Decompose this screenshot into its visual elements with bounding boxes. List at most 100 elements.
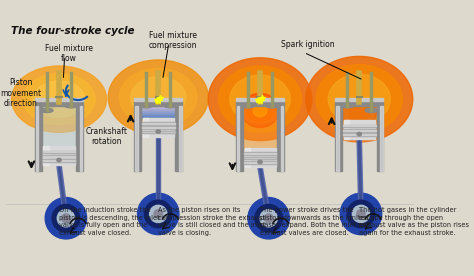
Ellipse shape	[328, 74, 390, 124]
Ellipse shape	[23, 74, 95, 124]
Bar	[277, 106, 284, 171]
Ellipse shape	[241, 93, 279, 128]
Text: Fuel mixture
compression: Fuel mixture compression	[149, 31, 198, 50]
Bar	[35, 98, 83, 101]
Text: On the induction stroke the
piston is descending, the inlet
valve is fully open : On the induction stroke the piston is de…	[59, 207, 160, 235]
Bar	[245, 148, 275, 167]
Bar	[43, 155, 75, 157]
Bar	[43, 159, 75, 162]
Bar	[142, 122, 174, 125]
Bar	[141, 112, 175, 114]
Ellipse shape	[253, 104, 267, 116]
Bar	[343, 129, 375, 132]
Text: Piston
movement
direction: Piston movement direction	[0, 78, 42, 108]
Bar	[134, 98, 182, 101]
Bar	[342, 106, 376, 171]
Text: Crankshaft
rotation: Crankshaft rotation	[85, 127, 128, 146]
Text: The hot gases in the cylinder
escape through the open
exhaust valve as the pisto: The hot gases in the cylinder escape thr…	[359, 207, 469, 235]
Ellipse shape	[357, 132, 361, 136]
Ellipse shape	[65, 104, 77, 108]
Bar	[245, 148, 250, 167]
Bar	[141, 106, 175, 171]
Text: The four-stroke cycle: The four-stroke cycle	[11, 26, 134, 36]
Bar	[43, 150, 75, 153]
Bar	[143, 118, 174, 137]
Ellipse shape	[219, 66, 301, 132]
FancyArrow shape	[57, 165, 67, 211]
Bar	[281, 106, 283, 171]
Bar	[43, 151, 75, 152]
Bar	[344, 120, 349, 139]
Circle shape	[150, 205, 167, 222]
Bar	[42, 106, 76, 146]
Text: The power stroke drives the
piston downwards as the ignited
gases expand. Both t: The power stroke drives the piston downw…	[260, 207, 371, 235]
Circle shape	[352, 205, 370, 222]
Bar	[344, 120, 375, 139]
Circle shape	[137, 193, 179, 235]
Bar	[236, 98, 284, 101]
Ellipse shape	[247, 99, 273, 122]
Ellipse shape	[258, 160, 262, 164]
Circle shape	[340, 193, 382, 235]
Text: As the piston rises on its
compression stroke the exhaust
valve is still closed : As the piston rises on its compression s…	[158, 207, 266, 235]
Bar	[134, 101, 182, 106]
Ellipse shape	[140, 104, 152, 108]
Circle shape	[248, 198, 289, 239]
Bar	[76, 106, 83, 171]
Bar	[141, 106, 175, 108]
Bar	[335, 98, 383, 101]
Ellipse shape	[230, 75, 290, 123]
Ellipse shape	[316, 65, 402, 134]
Bar	[243, 106, 277, 171]
Bar	[244, 152, 276, 155]
Circle shape	[264, 214, 273, 222]
Ellipse shape	[208, 58, 312, 140]
Bar	[141, 116, 175, 118]
Circle shape	[255, 205, 283, 232]
Bar	[236, 106, 243, 171]
Ellipse shape	[33, 81, 85, 117]
Bar	[36, 106, 38, 171]
Ellipse shape	[156, 130, 160, 133]
Bar	[335, 101, 383, 106]
Bar	[175, 106, 182, 171]
Ellipse shape	[164, 104, 176, 108]
Circle shape	[347, 200, 375, 228]
Bar	[342, 106, 376, 120]
Bar	[343, 134, 375, 135]
Bar	[42, 106, 76, 171]
Circle shape	[260, 209, 277, 227]
Ellipse shape	[349, 105, 370, 121]
Bar	[134, 106, 141, 171]
Ellipse shape	[11, 66, 107, 132]
Ellipse shape	[131, 77, 186, 118]
Bar	[44, 146, 74, 165]
Ellipse shape	[119, 68, 197, 127]
Bar	[179, 106, 182, 171]
Ellipse shape	[365, 108, 377, 113]
Ellipse shape	[242, 104, 254, 108]
Text: Spark ignition: Spark ignition	[282, 40, 335, 49]
Bar	[243, 106, 277, 148]
Circle shape	[154, 209, 163, 218]
Bar	[244, 157, 276, 159]
Text: Fuel mixture
flow: Fuel mixture flow	[45, 44, 93, 63]
Ellipse shape	[266, 104, 278, 108]
Bar	[141, 110, 175, 112]
Bar	[376, 106, 383, 171]
Bar	[343, 130, 375, 131]
Circle shape	[62, 214, 70, 222]
Bar	[80, 106, 82, 171]
FancyArrow shape	[258, 167, 270, 211]
Bar	[142, 131, 174, 133]
Ellipse shape	[108, 60, 208, 135]
FancyArrow shape	[357, 139, 363, 203]
Ellipse shape	[342, 99, 376, 127]
Bar	[142, 127, 174, 128]
Ellipse shape	[306, 56, 413, 142]
Bar	[236, 101, 284, 106]
Bar	[142, 126, 174, 129]
FancyArrow shape	[259, 167, 268, 211]
Circle shape	[145, 200, 172, 228]
Bar	[380, 106, 383, 171]
